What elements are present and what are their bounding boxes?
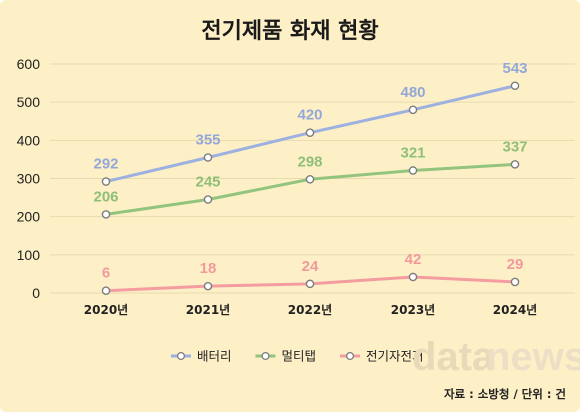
data-point	[101, 286, 111, 296]
data-point	[408, 166, 418, 175]
data-point	[305, 279, 315, 289]
y-tick-label: 600	[17, 56, 41, 72]
x-tick-label: 2021년	[186, 303, 230, 317]
x-tick-label: 2024년	[493, 303, 537, 317]
data-point	[203, 281, 213, 291]
data-label: 24	[302, 258, 319, 275]
data-label: 298	[297, 153, 322, 170]
data-labels: 292 355 420 480 543 206 245 298 321 337 6 18 24 42 29	[93, 60, 527, 282]
legend-label: 배터리	[197, 349, 232, 364]
data-label: 480	[400, 84, 425, 101]
data-label: 420	[297, 107, 322, 124]
data-label: 206	[93, 188, 118, 205]
x-axis: 2020년 2021년 2022년 2023년 2024년	[84, 303, 537, 317]
y-tick-label: 0	[32, 285, 40, 301]
data-point	[305, 128, 315, 137]
data-point	[203, 153, 213, 162]
y-axis: 0 100 200 300 400 500 600	[17, 56, 41, 301]
data-label: 337	[502, 138, 527, 155]
data-point	[101, 210, 111, 219]
y-tick-label: 200	[17, 209, 41, 225]
data-point	[408, 272, 418, 282]
data-point	[510, 277, 520, 287]
data-label: 321	[400, 144, 425, 161]
source-note: 자료 : 소방청 / 단위 : 건	[444, 387, 566, 401]
series-line-멀티탭	[104, 162, 517, 216]
data-label: 42	[405, 251, 422, 268]
brand-data-text: data	[412, 335, 495, 379]
series	[101, 81, 520, 296]
data-point	[510, 160, 520, 169]
data-label: 18	[200, 260, 217, 277]
data-point	[203, 195, 213, 204]
chart-title: 전기제품 화재 현황	[201, 19, 378, 44]
x-tick-label: 2022년	[288, 303, 332, 317]
y-tick-label: 100	[17, 247, 41, 263]
x-tick-label: 2023년	[391, 303, 435, 317]
data-label: 355	[195, 132, 220, 149]
brand-watermark: data news	[412, 335, 580, 379]
legend-marker	[176, 351, 186, 361]
data-label: 543	[502, 60, 527, 77]
legend-marker	[261, 351, 270, 361]
legend: 배터리 멀티탭 전기자전거	[171, 349, 424, 364]
y-tick-label: 500	[17, 94, 41, 110]
data-point	[510, 81, 520, 91]
x-tick-label: 2020년	[84, 303, 128, 317]
data-point	[101, 177, 111, 186]
y-tick-label: 300	[17, 171, 41, 187]
data-point	[408, 105, 418, 115]
data-label: 292	[93, 156, 118, 173]
y-tick-label: 400	[17, 132, 41, 148]
legend-label: 멀티탭	[282, 349, 317, 364]
legend-marker	[345, 351, 355, 361]
legend-label: 전기자전거	[366, 349, 424, 364]
data-point	[305, 174, 315, 184]
brand-news-text: news	[486, 335, 580, 379]
data-label: 6	[102, 265, 110, 282]
grid	[50, 63, 575, 294]
data-label: 245	[195, 173, 220, 190]
data-label: 29	[507, 256, 524, 273]
